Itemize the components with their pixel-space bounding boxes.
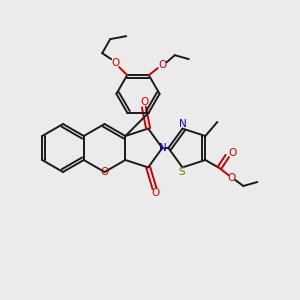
Text: O: O — [228, 148, 236, 158]
Text: S: S — [178, 167, 185, 177]
Text: O: O — [159, 60, 167, 70]
Text: N: N — [178, 118, 186, 129]
Text: O: O — [100, 167, 109, 177]
Text: O: O — [111, 58, 119, 68]
Text: N: N — [159, 143, 167, 153]
Text: O: O — [152, 188, 160, 199]
Text: O: O — [141, 97, 149, 107]
Text: O: O — [227, 173, 236, 183]
